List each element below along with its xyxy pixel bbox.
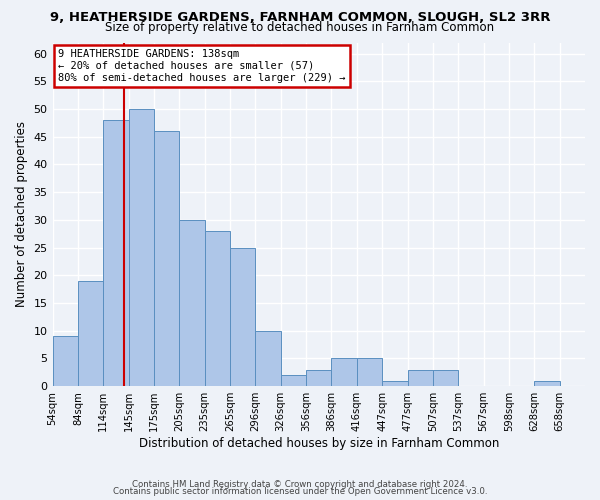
Bar	[433, 370, 458, 386]
Bar	[179, 220, 205, 386]
Bar	[331, 358, 357, 386]
Bar	[103, 120, 128, 386]
Y-axis label: Number of detached properties: Number of detached properties	[15, 122, 28, 308]
Bar	[357, 358, 382, 386]
Bar	[53, 336, 78, 386]
Bar	[407, 370, 433, 386]
Text: 9 HEATHERSIDE GARDENS: 138sqm
← 20% of detached houses are smaller (57)
80% of s: 9 HEATHERSIDE GARDENS: 138sqm ← 20% of d…	[58, 50, 346, 82]
Bar	[78, 281, 103, 386]
Bar	[281, 375, 306, 386]
Bar	[534, 380, 560, 386]
Text: Contains public sector information licensed under the Open Government Licence v3: Contains public sector information licen…	[113, 488, 487, 496]
Bar	[128, 109, 154, 386]
Bar	[306, 370, 331, 386]
Text: Contains HM Land Registry data © Crown copyright and database right 2024.: Contains HM Land Registry data © Crown c…	[132, 480, 468, 489]
Bar	[256, 331, 281, 386]
Bar	[154, 131, 179, 386]
Text: 9, HEATHERSIDE GARDENS, FARNHAM COMMON, SLOUGH, SL2 3RR: 9, HEATHERSIDE GARDENS, FARNHAM COMMON, …	[50, 11, 550, 24]
Bar	[382, 380, 407, 386]
Bar	[205, 231, 230, 386]
X-axis label: Distribution of detached houses by size in Farnham Common: Distribution of detached houses by size …	[139, 437, 499, 450]
Bar	[230, 248, 256, 386]
Text: Size of property relative to detached houses in Farnham Common: Size of property relative to detached ho…	[106, 22, 494, 35]
